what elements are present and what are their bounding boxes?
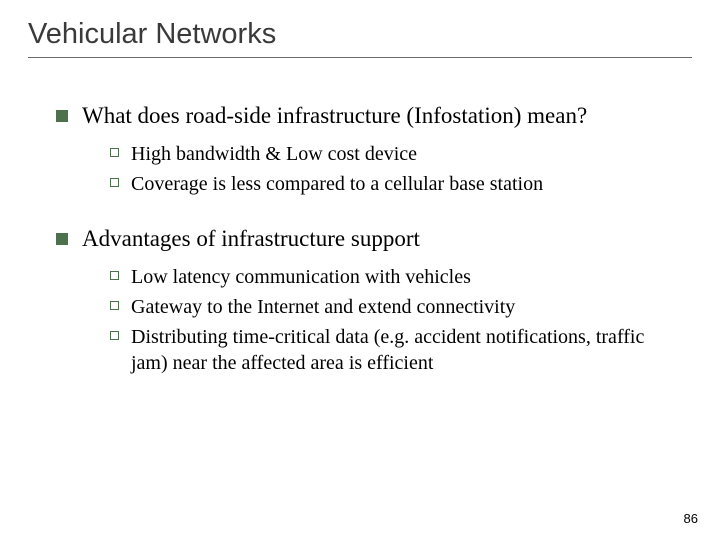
level2-group: High bandwidth & Low cost device Coverag…: [110, 141, 692, 197]
bullet-level2: Coverage is less compared to a cellular …: [110, 171, 692, 197]
bullet-level2: High bandwidth & Low cost device: [110, 141, 692, 167]
bullet-level2: Distributing time-critical data (e.g. ac…: [110, 324, 692, 376]
level1-text: Advantages of infrastructure support: [82, 225, 420, 254]
level2-text: Coverage is less compared to a cellular …: [131, 171, 543, 197]
level2-text: Distributing time-critical data (e.g. ac…: [131, 324, 671, 376]
hollow-square-bullet-icon: [110, 301, 119, 310]
bullet-level1: What does road-side infrastructure (Info…: [56, 102, 692, 131]
bullet-level2: Gateway to the Internet and extend conne…: [110, 294, 692, 320]
square-bullet-icon: [56, 110, 68, 122]
hollow-square-bullet-icon: [110, 178, 119, 187]
level1-text: What does road-side infrastructure (Info…: [82, 102, 587, 131]
bullet-level1: Advantages of infrastructure support: [56, 225, 692, 254]
square-bullet-icon: [56, 233, 68, 245]
hollow-square-bullet-icon: [110, 148, 119, 157]
slide: Vehicular Networks What does road-side i…: [0, 0, 720, 376]
hollow-square-bullet-icon: [110, 271, 119, 280]
bullet-level2: Low latency communication with vehicles: [110, 264, 692, 290]
level2-text: Low latency communication with vehicles: [131, 264, 471, 290]
level2-group: Low latency communication with vehicles …: [110, 264, 692, 376]
title-underline: [28, 57, 692, 58]
slide-title: Vehicular Networks: [28, 18, 692, 51]
level2-text: Gateway to the Internet and extend conne…: [131, 294, 515, 320]
page-number: 86: [684, 511, 698, 526]
hollow-square-bullet-icon: [110, 331, 119, 340]
level2-text: High bandwidth & Low cost device: [131, 141, 417, 167]
